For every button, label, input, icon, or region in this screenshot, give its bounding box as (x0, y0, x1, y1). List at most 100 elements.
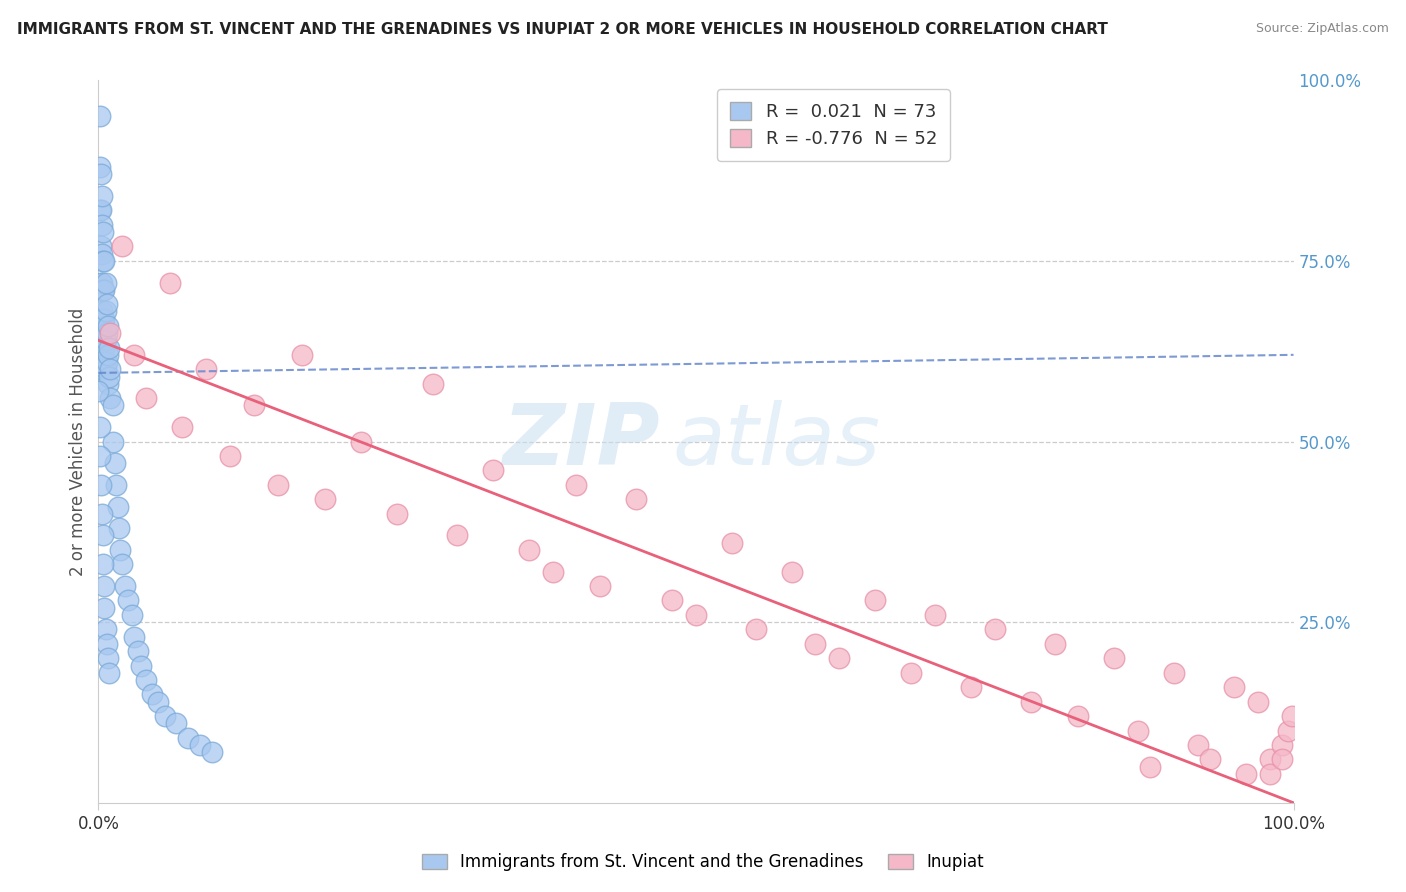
Text: Source: ZipAtlas.com: Source: ZipAtlas.com (1256, 22, 1389, 36)
Point (93, 283, 115, 297)
Point (1187, 738, 1209, 752)
Point (1163, 665, 1185, 680)
Point (446, 528, 468, 542)
Point (589, 579, 612, 593)
Point (984, 623, 1007, 637)
Point (94, 334, 117, 348)
Point (177, 731, 200, 745)
Point (1128, 723, 1150, 738)
Point (107, 500, 129, 514)
Point (98, 341, 121, 355)
Point (350, 434, 373, 449)
Point (90, 203, 112, 218)
Point (1139, 760, 1161, 774)
Point (165, 716, 187, 731)
Point (291, 348, 314, 362)
Point (93, 600, 115, 615)
Point (91, 218, 114, 232)
Point (422, 376, 444, 391)
Point (90, 276, 112, 290)
Point (188, 738, 211, 752)
Point (105, 478, 128, 492)
Point (127, 644, 149, 658)
Point (121, 607, 143, 622)
Point (91, 507, 114, 521)
Point (107, 521, 129, 535)
Point (101, 398, 124, 412)
Point (90, 239, 112, 253)
Point (94, 304, 117, 318)
Point (804, 637, 827, 651)
Text: ZIP: ZIP (502, 400, 661, 483)
Point (828, 651, 851, 665)
Point (721, 535, 744, 549)
Point (131, 658, 153, 673)
Point (91, 362, 114, 376)
Point (1104, 651, 1126, 665)
Point (93, 311, 115, 326)
Point (108, 542, 131, 557)
Point (98, 665, 121, 680)
Point (780, 565, 803, 579)
Point (91, 246, 114, 260)
Point (97, 348, 120, 362)
Point (117, 593, 139, 607)
Point (517, 542, 540, 557)
Point (219, 449, 242, 463)
Point (89, 420, 111, 434)
Point (481, 463, 505, 477)
Point (201, 745, 224, 759)
Point (114, 579, 136, 593)
Point (97, 318, 120, 333)
Point (94, 276, 117, 290)
Point (924, 607, 946, 622)
Point (96, 326, 118, 340)
Point (91, 558, 114, 572)
Point (1199, 752, 1222, 766)
Point (90, 311, 112, 326)
Point (96, 637, 118, 651)
Point (195, 362, 218, 376)
Point (1043, 637, 1066, 651)
Point (385, 507, 409, 521)
Point (1223, 680, 1246, 694)
Point (1277, 723, 1299, 738)
Legend: R =  0.021  N = 73, R = -0.776  N = 52: R = 0.021 N = 73, R = -0.776 N = 52 (717, 89, 950, 161)
Point (91, 341, 114, 355)
Point (91, 189, 114, 203)
Point (98, 362, 122, 376)
Point (1258, 752, 1281, 766)
Point (91, 283, 114, 297)
Point (1247, 695, 1270, 709)
Point (661, 593, 683, 607)
Point (1067, 709, 1090, 723)
Point (90, 478, 112, 492)
Point (565, 478, 588, 492)
Point (90, 167, 112, 181)
Point (91, 528, 114, 542)
Point (111, 558, 134, 572)
Point (93, 579, 115, 593)
Point (745, 623, 768, 637)
Point (1234, 767, 1257, 781)
Point (960, 680, 983, 694)
Point (267, 478, 290, 492)
Point (111, 239, 134, 253)
Point (135, 673, 157, 687)
Point (87, 384, 110, 398)
Point (1281, 709, 1303, 723)
Text: IMMIGRANTS FROM ST. VINCENT AND THE GRENADINES VS INUPIAT 2 OR MORE VEHICLES IN : IMMIGRANTS FROM ST. VINCENT AND THE GREN… (17, 22, 1108, 37)
Point (243, 398, 266, 412)
Point (89, 203, 111, 218)
Point (97, 651, 120, 665)
Point (91, 225, 114, 239)
Point (541, 565, 564, 579)
Point (91, 334, 114, 348)
Point (172, 420, 194, 434)
Point (91, 276, 114, 290)
Y-axis label: 2 or more Vehicles in Household: 2 or more Vehicles in Household (69, 308, 87, 575)
Point (1271, 752, 1294, 766)
Point (104, 456, 127, 470)
Point (148, 695, 170, 709)
Point (94, 623, 117, 637)
